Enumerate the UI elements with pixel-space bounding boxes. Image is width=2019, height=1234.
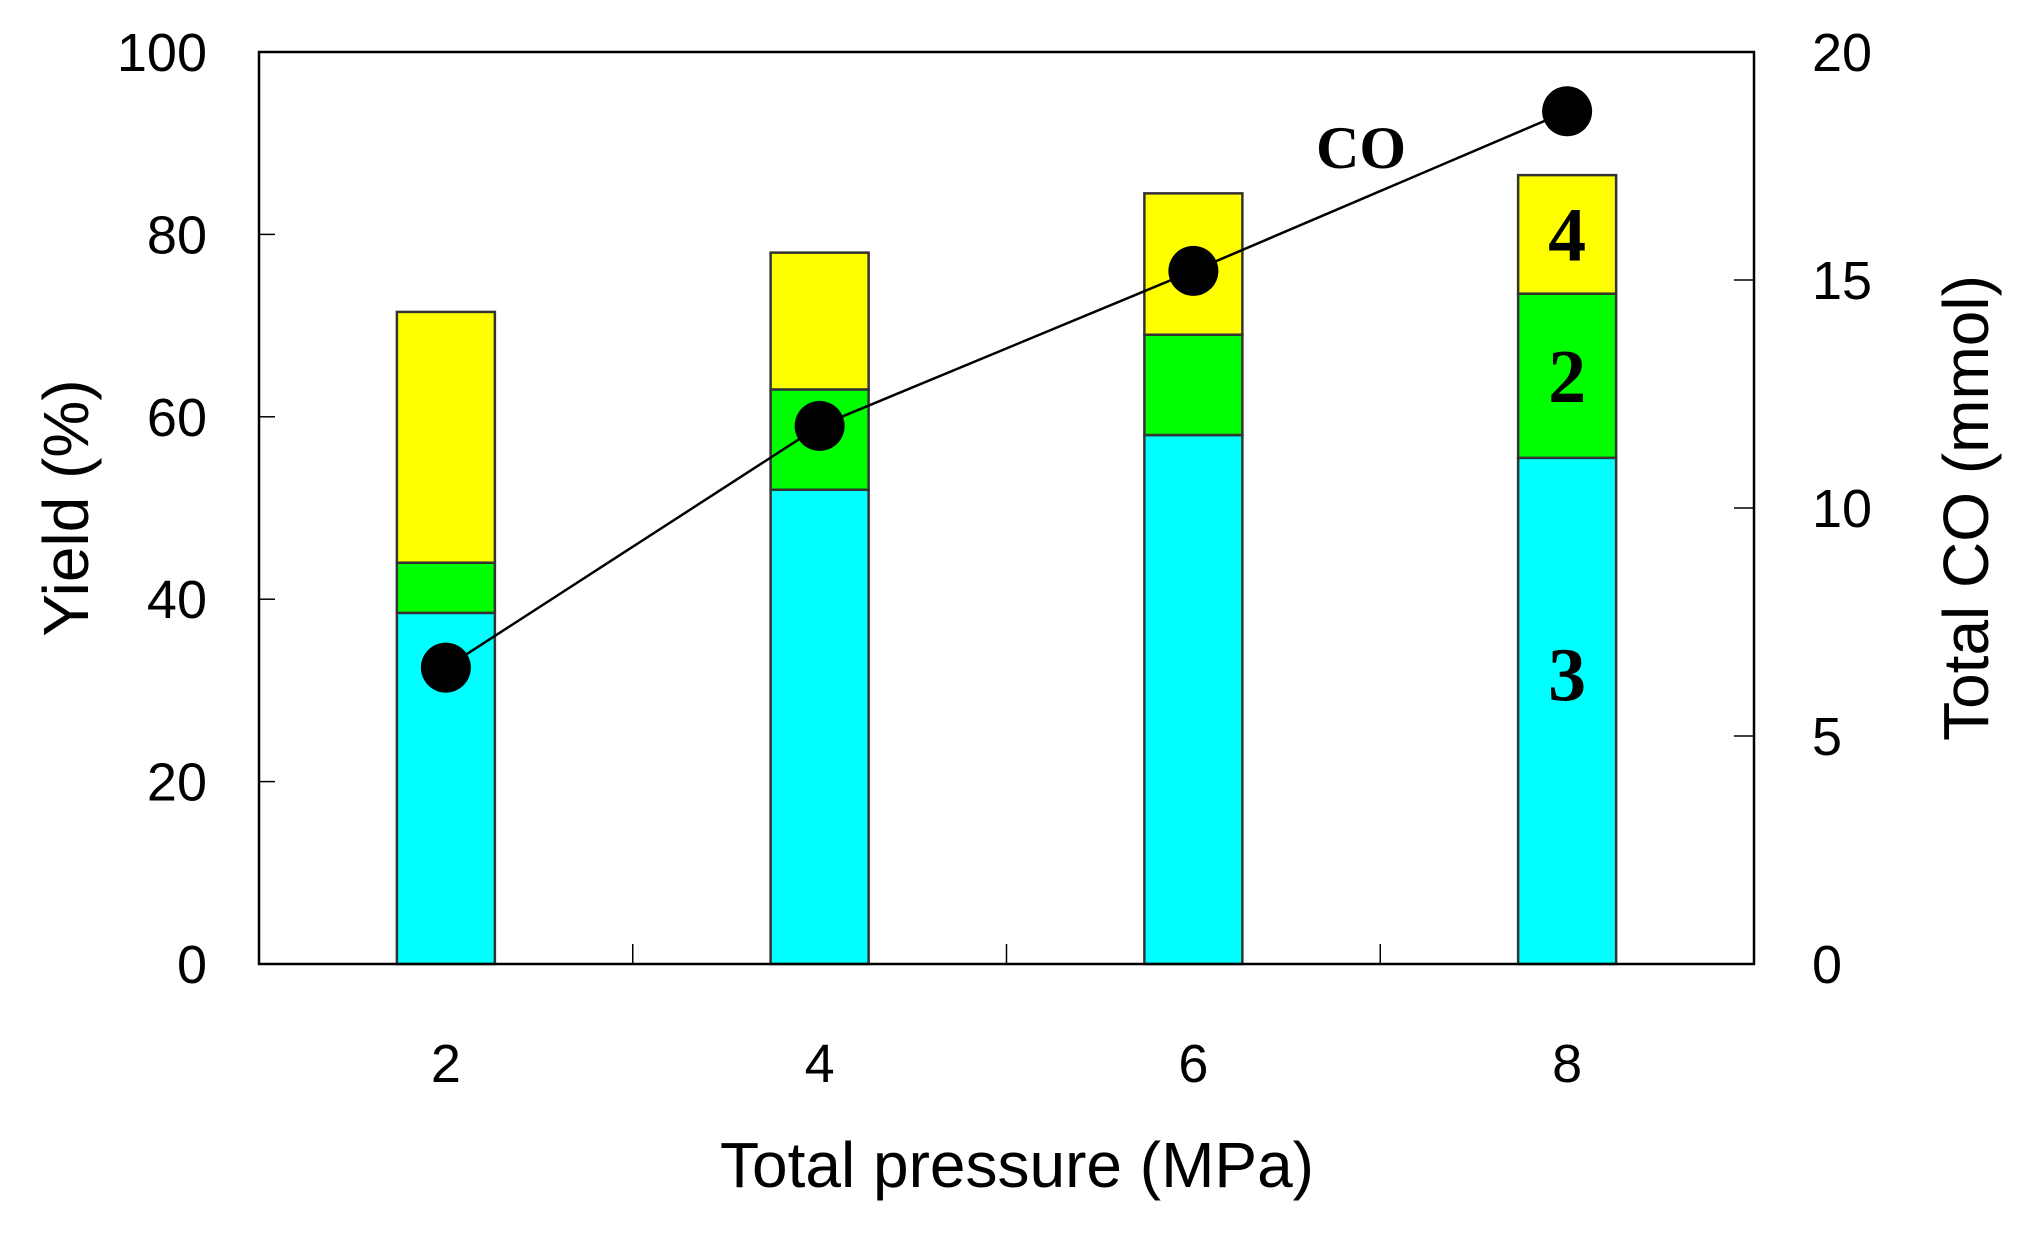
x-axis-title: Total pressure (MPa): [720, 1129, 1314, 1201]
y-tick-label: 40: [147, 570, 207, 630]
x-tick-label: 4: [805, 1034, 835, 1094]
y-tick-label: 80: [147, 205, 207, 265]
bar-2-6: [1143, 333, 1244, 437]
y-tick-label: 100: [117, 23, 207, 83]
bars-group: [395, 173, 1618, 966]
x-tick-label: 6: [1178, 1034, 1208, 1094]
co-point-8: [1542, 86, 1593, 137]
series-label-2: 2: [1548, 335, 1586, 419]
y-axis-title: Yield (%): [30, 379, 102, 636]
y2-tick-label: 5: [1812, 707, 1842, 767]
bar-4-8: [1516, 173, 1618, 295]
bar-4-2: [395, 310, 497, 564]
y-tick-label: 0: [177, 935, 207, 995]
co-point-6: [1168, 245, 1219, 296]
y2-tick-label: 15: [1812, 251, 1872, 311]
y2-tick-label: 20: [1812, 23, 1872, 83]
series-label-4: 4: [1548, 193, 1586, 277]
co-line-group: [420, 86, 1593, 693]
y-tick-label: 60: [147, 388, 207, 448]
ticks-group: 0 20 40 60 80 100 0 5 10 15 20 2 4 6 8: [117, 23, 1872, 1094]
labels-group: Total pressure (MPa) Yield (%) Total CO …: [30, 115, 2002, 1201]
co-line: [445, 110, 1568, 669]
bar-3-4: [769, 488, 870, 966]
bar-4-4: [769, 251, 870, 391]
bar-2-2: [395, 561, 497, 615]
y-tick-label: 20: [147, 753, 207, 813]
x-tick-label: 2: [431, 1034, 461, 1094]
series-label-CO: CO: [1316, 115, 1406, 181]
x-tick-label: 8: [1552, 1034, 1582, 1094]
series-label-3: 3: [1548, 633, 1586, 717]
y2-tick-label: 0: [1812, 935, 1842, 995]
y2-tick-label: 10: [1812, 479, 1872, 539]
co-point-4: [794, 400, 845, 451]
co-point-2: [420, 642, 471, 693]
bar-3-6: [1143, 433, 1244, 966]
bar-2-8: [1516, 292, 1618, 460]
bar-3-8: [1516, 456, 1618, 966]
y2-axis-title: Total CO (mmol): [1930, 275, 2002, 741]
